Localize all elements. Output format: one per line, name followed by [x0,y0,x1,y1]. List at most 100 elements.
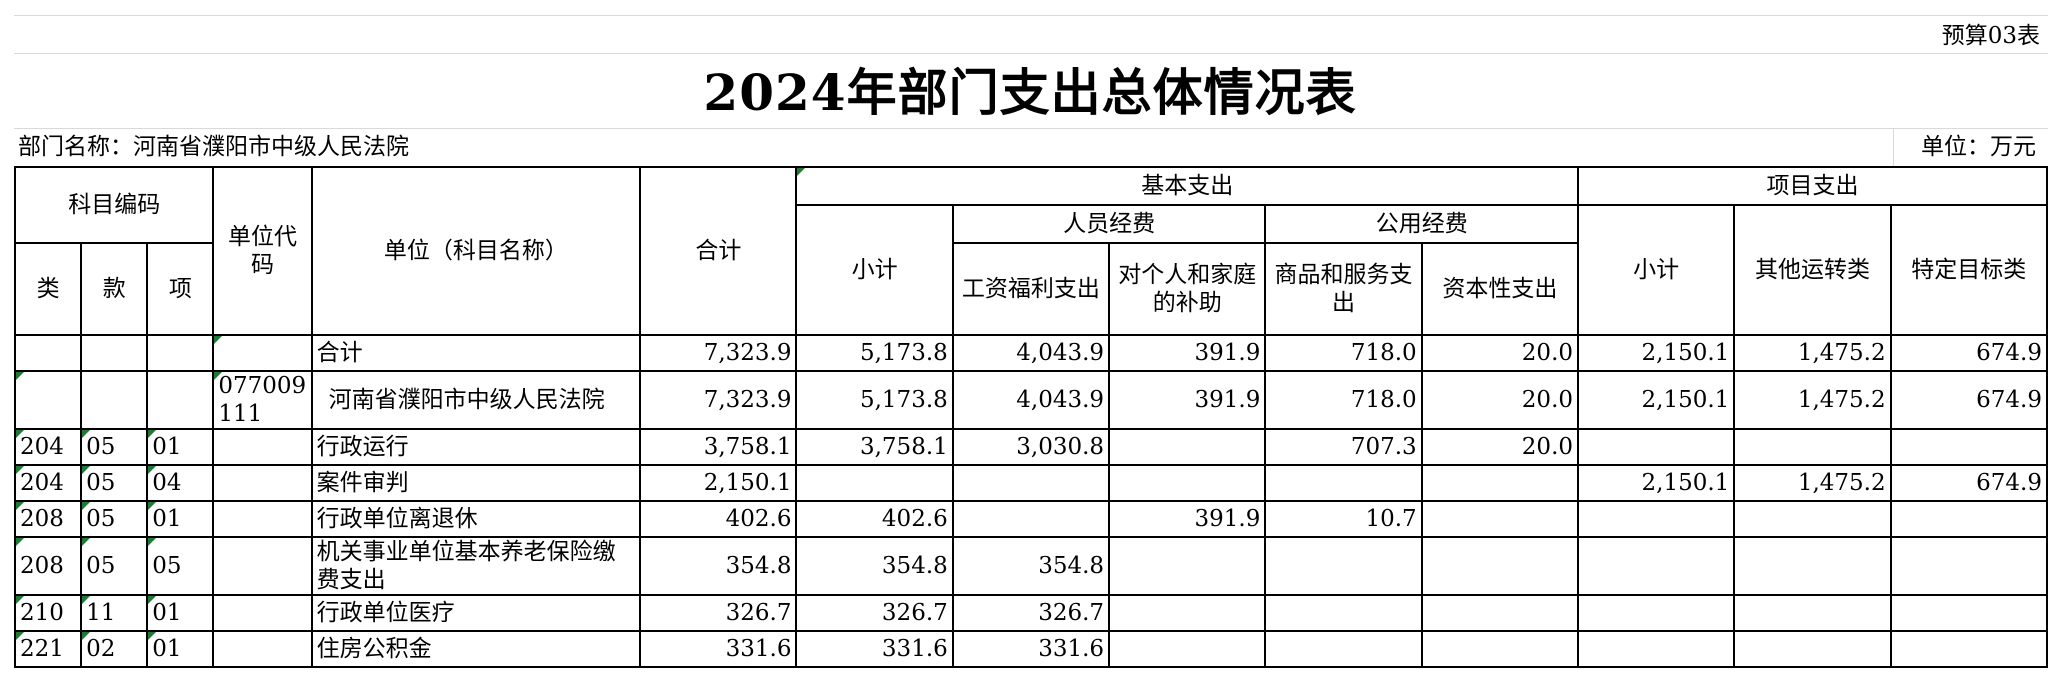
cell-unit-code [212,536,313,596]
cell-unit-name: 机关事业单位基本养老保险缴费支出 [310,536,642,596]
cell-wages: 4,043.9 [951,370,1111,430]
cell-project-subtotal [1577,594,1736,632]
cell-specific [1889,428,2049,466]
header-basic: 基本支出 [795,166,1580,206]
cell-subsidy [1108,630,1267,668]
cell-kuan: 02 [80,630,149,668]
header-unit-name: 单位（科目名称） [310,166,642,336]
cell-xiang [146,370,215,430]
cell-kuan: 05 [80,500,149,538]
header-specific: 特定目标类 [1889,204,2049,336]
cell-unit-code: 077009111 [212,370,313,430]
cell-goods [1264,630,1423,668]
header-project-subtotal: 小计 [1577,204,1736,336]
header-subject-code: 科目编码 [13,166,215,244]
cell-total: 354.8 [639,536,798,596]
page-title: 2024年部门支出总体情况表 [703,63,1357,122]
cell-lei [13,370,83,430]
cell-specific [1889,500,2049,538]
cell-unit-code [212,630,313,668]
cell-other-ops [1733,594,1892,632]
cell-kuan [80,370,149,430]
header-public: 公用经费 [1264,204,1580,244]
header-goods: 商品和服务支出 [1264,242,1423,336]
header-capital: 资本性支出 [1420,242,1580,336]
cell-kuan: 05 [80,464,149,502]
cell-wages: 354.8 [951,536,1111,596]
cell-xiang: 04 [146,464,215,502]
cell-wages: 4,043.9 [951,334,1111,372]
cell-subsidy: 391.9 [1108,334,1267,372]
table-row: 208 05 05 机关事业单位基本养老保险缴费支出 354.8 354.8 354.8 [13,536,2049,596]
cell-lei [13,334,83,372]
cell-project-subtotal [1577,428,1736,466]
cell-kuan: 05 [80,536,149,596]
cell-total: 326.7 [639,594,798,632]
cell-unit-name: 行政运行 [310,428,642,466]
header-unit-code: 单位代码 [212,166,313,336]
cell-other-ops: 1,475.2 [1733,464,1892,502]
cell-unit-name: 河南省濮阳市中级人民法院 [310,370,642,430]
cell-kuan: 11 [80,594,149,632]
header-basic-subtotal: 小计 [795,204,954,336]
cell-unit-name: 住房公积金 [310,630,642,668]
cell-basic-subtotal: 331.6 [795,630,954,668]
cell-unit-name: 案件审判 [310,464,642,502]
cell-project-subtotal: 2,150.1 [1577,464,1736,502]
cell-total: 2,150.1 [639,464,798,502]
cell-basic-subtotal: 5,173.8 [795,370,954,430]
header-kuan: 款 [80,242,149,336]
header-subsidy: 对个人和家庭的补助 [1108,242,1267,336]
cell-lei: 208 [13,500,83,538]
cell-capital: 20.0 [1420,370,1580,430]
cell-subsidy [1108,428,1267,466]
cell-lei: 210 [13,594,83,632]
cell-xiang: 01 [146,428,215,466]
cell-total: 331.6 [639,630,798,668]
cell-subsidy [1108,536,1267,596]
cell-goods [1264,594,1423,632]
cell-wages: 3,030.8 [951,428,1111,466]
cell-other-ops: 1,475.2 [1733,370,1892,430]
cell-lei: 208 [13,536,83,596]
cell-xiang: 01 [146,594,215,632]
cell-capital: 20.0 [1420,428,1580,466]
table-row: 204 05 01 行政运行 3,758.1 3,758.1 3,030.8 707.3 20.… [13,428,2049,466]
cell-unit-code [212,500,313,538]
cell-other-ops: 1,475.2 [1733,334,1892,372]
header-wages: 工资福利支出 [951,242,1111,336]
cell-basic-subtotal: 402.6 [795,500,954,538]
cell-basic-subtotal: 354.8 [795,536,954,596]
cell-capital [1420,500,1580,538]
header-lei: 类 [13,242,83,336]
cell-specific: 674.9 [1889,370,2049,430]
cell-other-ops [1733,536,1892,596]
cell-unit-code [212,594,313,632]
cell-wages [951,500,1111,538]
cell-goods [1264,536,1423,596]
cell-other-ops [1733,500,1892,538]
cell-capital: 20.0 [1420,334,1580,372]
department-name: 部门名称：河南省濮阳市中级人民法院 [18,134,409,160]
cell-unit-name: 行政单位离退休 [310,500,642,538]
cell-specific [1889,536,2049,596]
table-row: 合计 7,323.9 5,173.8 4,043.9 391.9 718.0 20.0 2,1… [13,334,2049,372]
table-row: 077009111 河南省濮阳市中级人民法院 7,323.9 5,173.8 4,04… [13,370,2049,430]
expenditure-table: 科目编码 单位代码 单位（科目名称） 合计 基本支出 项目支出 小计 人员经费 … [13,166,2049,668]
header-other-ops: 其他运转类 [1733,204,1892,336]
form-number: 预算03表 [1941,23,2040,49]
table-row: 204 05 04 案件审判 2,150.1 2,150.1 1,475.2 674.9 [13,464,2049,502]
table-row: 221 02 01 住房公积金 331.6 331.6 331.6 [13,630,2049,668]
cell-specific [1889,630,2049,668]
cell-basic-subtotal [795,464,954,502]
cell-xiang [146,334,215,372]
cell-unit-name: 合计 [310,334,642,372]
title-bottom-line [14,128,2048,129]
cell-other-ops [1733,630,1892,668]
header-personnel: 人员经费 [951,204,1267,244]
cell-wages [951,464,1111,502]
cell-unit-name: 行政单位医疗 [310,594,642,632]
cell-lei: 204 [13,464,83,502]
cell-basic-subtotal: 5,173.8 [795,334,954,372]
